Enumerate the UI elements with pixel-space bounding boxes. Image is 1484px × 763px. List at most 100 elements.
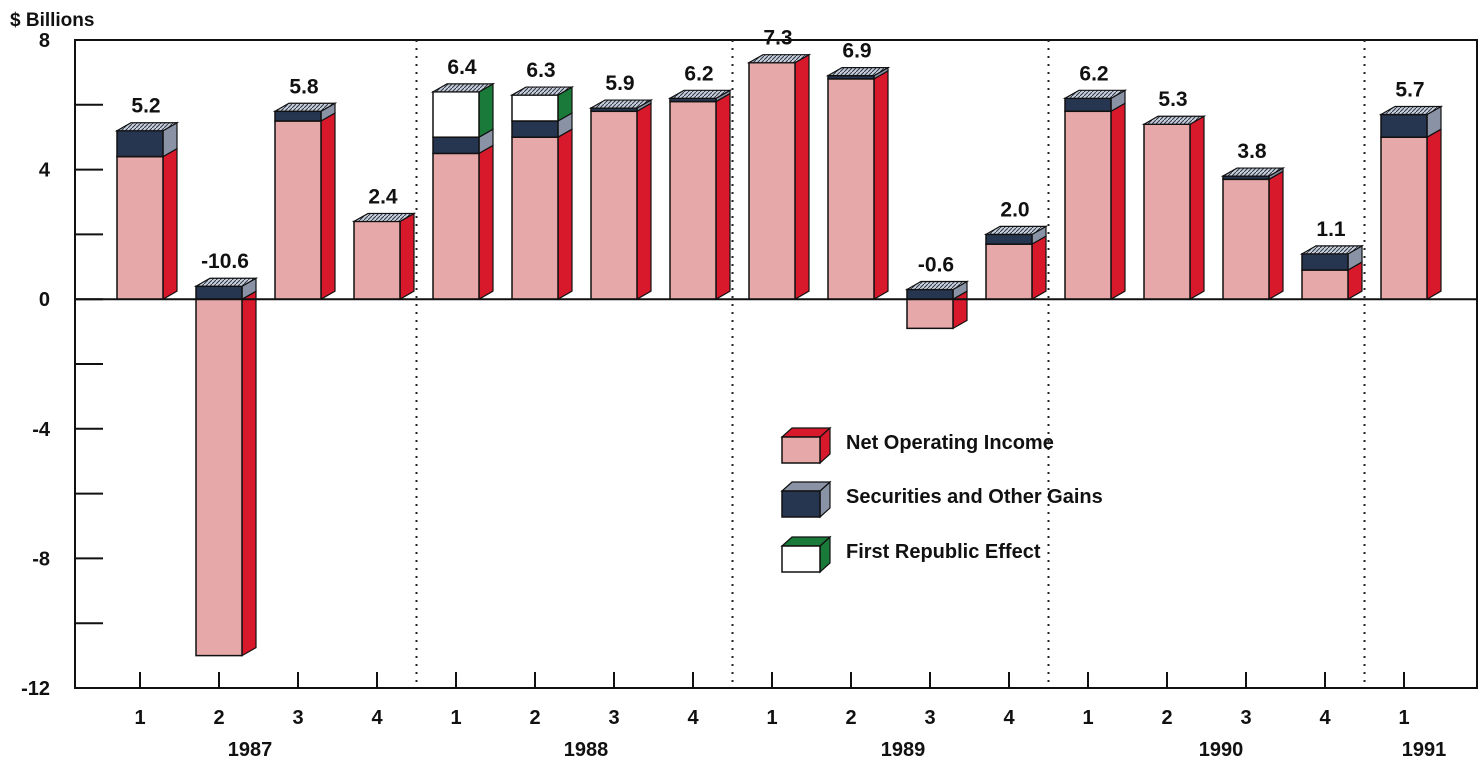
x-tick-label: 3 — [608, 707, 619, 729]
bar-segment-net-operating-income — [511, 136, 559, 300]
bar-group: 6.2 — [1062, 62, 1128, 301]
bar-segment-securities-and-other-gains — [906, 288, 954, 300]
data-label: 5.9 — [605, 72, 634, 95]
bar-side — [873, 69, 889, 301]
data-label: 1.1 — [1316, 218, 1346, 241]
x-tick-label: 4 — [371, 707, 383, 729]
year-label: 1987 — [228, 739, 273, 761]
bar-segment-net-operating-income — [906, 298, 954, 330]
year-label: 1991 — [1402, 739, 1447, 761]
legend-label: Securities and Other Gains — [846, 486, 1103, 508]
x-tick-label: 1 — [766, 707, 777, 729]
data-label: -10.6 — [201, 250, 249, 273]
bar-top — [193, 277, 259, 287]
bar-segment-net-operating-income — [116, 155, 164, 300]
x-tick-label: 1 — [1398, 707, 1409, 729]
x-tick-label: 2 — [213, 707, 224, 729]
bar-top — [430, 83, 496, 93]
legend-label: First Republic Effect — [846, 541, 1041, 563]
year-label: 1988 — [564, 739, 609, 761]
data-label: -0.6 — [918, 253, 954, 276]
data-label: 6.2 — [1079, 62, 1108, 85]
data-label: 6.3 — [526, 59, 555, 82]
data-label: 5.2 — [131, 95, 160, 118]
bar-segment-first-republic-effect — [511, 94, 559, 122]
data-label: 3.8 — [1237, 140, 1267, 163]
bar-segment-net-operating-income — [590, 110, 638, 300]
x-tick-label: 3 — [924, 707, 935, 729]
data-label: 2.4 — [368, 185, 398, 208]
bar-side — [1110, 102, 1126, 301]
bar-segment-securities-and-other-gains — [274, 110, 322, 122]
legend-swatch — [781, 490, 821, 518]
data-label: 2.0 — [1000, 198, 1029, 221]
bar-side — [478, 144, 494, 301]
bar-side — [1426, 128, 1442, 301]
bar-segment-securities-and-other-gains — [985, 233, 1033, 245]
bar-segment-net-operating-income — [669, 100, 717, 300]
bar-side — [162, 147, 178, 301]
data-label: 6.4 — [447, 56, 477, 79]
bar-segment-net-operating-income — [432, 152, 480, 300]
y-tick-label: -12 — [21, 678, 50, 700]
legend-item: Securities and Other Gains — [780, 480, 1103, 519]
bar-segment-securities-and-other-gains — [1064, 97, 1112, 113]
bar-group: 2.4 — [351, 185, 417, 301]
bar-side — [1031, 235, 1047, 301]
bar-side — [478, 82, 494, 139]
data-label: 5.3 — [1158, 88, 1187, 111]
bar-top — [588, 99, 654, 109]
legend-swatch — [781, 545, 821, 573]
x-tick-label: 3 — [292, 707, 303, 729]
bar-top — [351, 212, 417, 223]
y-tick-label: 8 — [39, 30, 50, 52]
bar-top — [746, 54, 812, 64]
bar-segment-net-operating-income — [1380, 136, 1428, 300]
bar-segment-securities-and-other-gains — [195, 285, 243, 300]
x-tick-label: 1 — [134, 707, 145, 729]
bar-group: 5.9 — [588, 72, 654, 301]
bar-group: 5.8 — [272, 75, 338, 301]
bar-group: 1.1 — [1299, 218, 1365, 301]
bar-group: 6.4 — [430, 56, 496, 301]
bar-side — [241, 290, 257, 657]
bar-segment-securities-and-other-gains — [511, 120, 559, 138]
bar-top — [1299, 245, 1365, 255]
bar-segment-net-operating-income — [748, 61, 796, 300]
legend-swatch — [781, 436, 821, 464]
x-tick-label: 2 — [845, 707, 856, 729]
x-tick-label: 4 — [1319, 707, 1331, 729]
bar-top — [983, 225, 1049, 235]
bar-side — [1268, 170, 1284, 301]
bar-group: 6.3 — [509, 59, 575, 301]
bar-top — [904, 280, 970, 291]
bar-top — [1062, 89, 1128, 99]
bar-group: 6.2 — [667, 62, 733, 301]
bar-group: 5.2 — [114, 95, 180, 301]
legend-item: First Republic Effect — [780, 535, 1041, 574]
bar-group: 5.3 — [1141, 88, 1207, 301]
bar-top — [1378, 105, 1444, 116]
bar-top — [825, 67, 891, 77]
bar-group: 3.8 — [1220, 140, 1286, 301]
y-axis-title: $ Billions — [10, 10, 94, 31]
bar-segment-net-operating-income — [1143, 123, 1191, 300]
bar-segment-net-operating-income — [353, 220, 401, 300]
bar-group: -10.6 — [193, 250, 259, 657]
bar-side — [1189, 115, 1205, 301]
bar-group: 6.9 — [825, 40, 891, 301]
bar-segment-net-operating-income — [274, 120, 322, 300]
bar-segment-net-operating-income — [985, 243, 1033, 300]
bar-group: 5.7 — [1378, 79, 1444, 301]
bar-side — [715, 92, 731, 301]
bar-top — [1141, 115, 1207, 125]
bar-segment-first-republic-effect — [432, 91, 480, 138]
bar-side — [399, 212, 415, 301]
bar-group: -0.6 — [904, 253, 970, 330]
y-tick-label: -4 — [32, 419, 51, 441]
legend-item: Net Operating Income — [780, 426, 1054, 465]
y-tick-label: 4 — [39, 160, 51, 182]
y-tick-label: -8 — [32, 548, 50, 570]
x-tick-label: 4 — [687, 707, 699, 729]
